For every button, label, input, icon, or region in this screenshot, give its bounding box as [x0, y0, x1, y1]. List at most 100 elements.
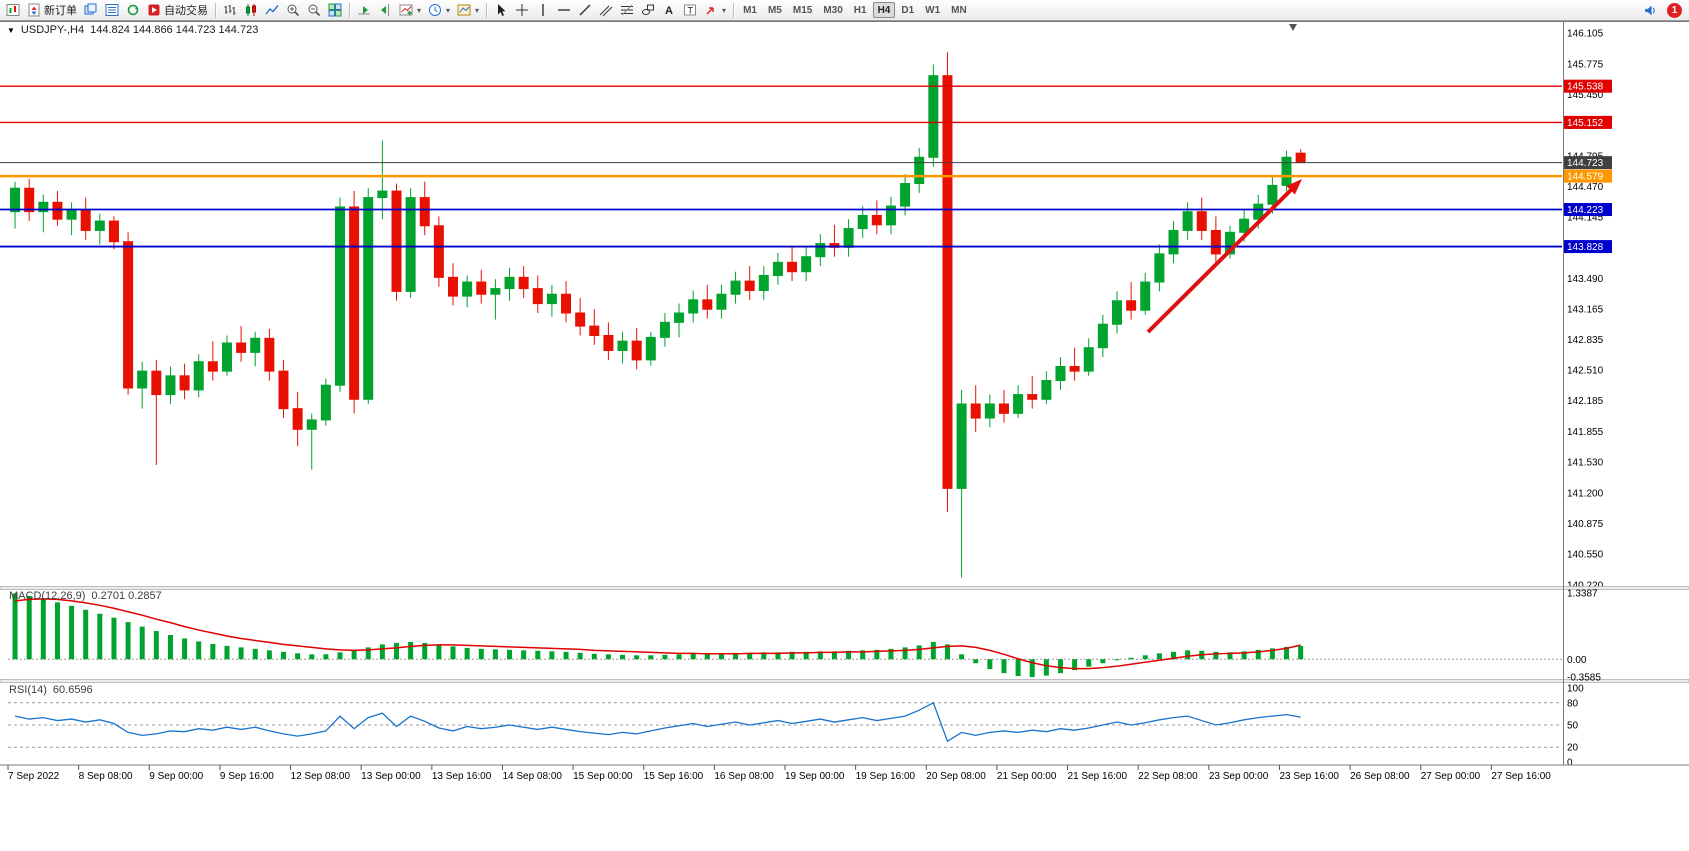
timeframe-w1-button[interactable]: W1: [920, 2, 945, 18]
candlestick-chart-button[interactable]: [241, 1, 261, 19]
arrows-dropdown-button[interactable]: ▾: [701, 1, 729, 19]
svg-text:140.550: 140.550: [1567, 550, 1604, 561]
auto-scroll-button[interactable]: [354, 1, 374, 19]
market-watch-button[interactable]: [102, 1, 122, 19]
timeframe-m15-button[interactable]: M15: [788, 2, 817, 18]
trend-arrow[interactable]: [1146, 183, 1298, 334]
svg-text:23 Sep 16:00: 23 Sep 16:00: [1279, 771, 1339, 782]
new-order-button[interactable]: 新订单: [24, 1, 80, 19]
tile-windows-button[interactable]: [325, 1, 345, 19]
svg-text:20 Sep 08:00: 20 Sep 08:00: [926, 771, 986, 782]
svg-text:145.775: 145.775: [1567, 59, 1604, 70]
text-button[interactable]: A: [659, 1, 679, 19]
timeframe-m5-button[interactable]: M5: [763, 2, 787, 18]
svg-text:141.530: 141.530: [1567, 458, 1604, 469]
notification-badge[interactable]: 1: [1667, 2, 1682, 18]
svg-text:1.3387: 1.3387: [1567, 589, 1598, 600]
svg-text:145.450: 145.450: [1567, 90, 1604, 101]
rsi-axis: 100 80 50 20 0: [1567, 684, 1584, 769]
price-tag: [1564, 115, 1612, 129]
chart-shift-button[interactable]: [375, 1, 395, 19]
timeframe-mn-button[interactable]: MN: [946, 2, 972, 18]
bar-chart-button[interactable]: [220, 1, 240, 19]
svg-text:143.828: 143.828: [1567, 242, 1604, 253]
svg-text:19 Sep 16:00: 19 Sep 16:00: [856, 771, 916, 782]
chevron-down-icon: ▾: [446, 5, 451, 15]
auto-trading-label: 自动交易: [164, 5, 208, 17]
svg-text:13 Sep 00:00: 13 Sep 00:00: [361, 771, 421, 782]
trendline-button[interactable]: [575, 1, 595, 19]
new-chart-button[interactable]: [3, 1, 23, 19]
panel-splitter[interactable]: [0, 586, 1689, 590]
price-tag: [1564, 169, 1612, 183]
timeframe-m1-button[interactable]: M1: [738, 2, 762, 18]
macd-signal-line: [14, 598, 1301, 670]
panel-splitter[interactable]: [0, 679, 1689, 683]
svg-text:9 Sep 00:00: 9 Sep 00:00: [149, 771, 203, 782]
svg-text:22 Sep 08:00: 22 Sep 08:00: [1138, 771, 1198, 782]
auto-trading-icon: [148, 4, 160, 16]
new-order-label: 新订单: [44, 5, 77, 17]
svg-text:144.223: 144.223: [1567, 205, 1604, 216]
svg-text:142.510: 142.510: [1567, 366, 1604, 377]
svg-text:50: 50: [1567, 721, 1579, 732]
refresh-button[interactable]: [123, 1, 143, 19]
svg-text:146.105: 146.105: [1567, 29, 1604, 40]
svg-text:141.200: 141.200: [1567, 489, 1604, 500]
svg-text:142.835: 142.835: [1567, 335, 1604, 346]
svg-text:20: 20: [1567, 743, 1579, 754]
svg-text:144.579: 144.579: [1567, 172, 1604, 183]
svg-text:7 Sep 2022: 7 Sep 2022: [8, 771, 60, 782]
toolbar: 新订单 自动交易 ▾ ▾ ▾ A T ▾ M1 M5 M15 M30 H1 H4…: [0, 0, 1689, 21]
line-chart-button[interactable]: [262, 1, 282, 19]
svg-text:0: 0: [1567, 758, 1573, 769]
vertical-line-button[interactable]: [533, 1, 553, 19]
timeframe-h4-button[interactable]: H4: [872, 2, 896, 18]
svg-text:15 Sep 00:00: 15 Sep 00:00: [573, 771, 633, 782]
svg-text:140.875: 140.875: [1567, 519, 1604, 530]
toolbar-separator: [215, 2, 216, 18]
rsi-line: [14, 701, 1301, 743]
alerts-button[interactable]: [1640, 1, 1661, 19]
chart-background[interactable]: [0, 21, 1689, 851]
svg-text:145.152: 145.152: [1567, 118, 1604, 129]
time-axis[interactable]: 7 Sep 2022 8 Sep 08:00 9 Sep 00:00 9 Sep 16…: [7, 765, 1551, 782]
svg-text:15 Sep 16:00: 15 Sep 16:00: [644, 771, 704, 782]
toolbar-separator: [486, 2, 488, 18]
shapes-button[interactable]: [638, 1, 658, 19]
cursor-button[interactable]: [491, 1, 511, 19]
fibonacci-button[interactable]: [617, 1, 637, 19]
svg-text:21 Sep 00:00: 21 Sep 00:00: [997, 771, 1057, 782]
svg-text:12 Sep 08:00: 12 Sep 08:00: [291, 771, 351, 782]
svg-text:142.185: 142.185: [1567, 396, 1604, 407]
indicators-dropdown-button[interactable]: ▾: [396, 1, 424, 19]
periods-dropdown-button[interactable]: ▾: [425, 1, 453, 19]
price-tag: [1564, 203, 1612, 217]
price-tag: [1564, 156, 1612, 170]
timeframe-m30-button[interactable]: M30: [818, 2, 847, 18]
svg-text:23 Sep 00:00: 23 Sep 00:00: [1209, 771, 1269, 782]
horizontal-line-button[interactable]: [554, 1, 574, 19]
timeframe-h1-button[interactable]: H1: [849, 2, 872, 18]
channel-button[interactable]: [596, 1, 616, 19]
svg-text:9 Sep 16:00: 9 Sep 16:00: [220, 771, 274, 782]
timeframe-d1-button[interactable]: D1: [896, 2, 919, 18]
svg-text:145.538: 145.538: [1567, 82, 1604, 93]
trend-arrow-head: [1286, 179, 1302, 195]
chart-dropdown-icon[interactable]: ▼: [7, 25, 15, 35]
chart-canvas[interactable]: 146.105145.775145.450145.120144.795144.4…: [0, 21, 1689, 851]
svg-text:19 Sep 00:00: 19 Sep 00:00: [785, 771, 845, 782]
text-label-button[interactable]: T: [680, 1, 700, 19]
zoom-in-button[interactable]: [283, 1, 303, 19]
svg-text:143.490: 143.490: [1567, 274, 1604, 285]
svg-text:144.723: 144.723: [1567, 158, 1604, 169]
price-tag: [1564, 240, 1612, 254]
svg-text:143.165: 143.165: [1567, 304, 1604, 315]
profiles-button[interactable]: [81, 1, 101, 19]
auto-trading-button[interactable]: 自动交易: [144, 1, 211, 19]
templates-dropdown-button[interactable]: ▾: [454, 1, 482, 19]
crosshair-button[interactable]: [512, 1, 532, 19]
zoom-out-button[interactable]: [304, 1, 324, 19]
svg-text:144.145: 144.145: [1567, 212, 1604, 223]
svg-text:13 Sep 16:00: 13 Sep 16:00: [432, 771, 492, 782]
